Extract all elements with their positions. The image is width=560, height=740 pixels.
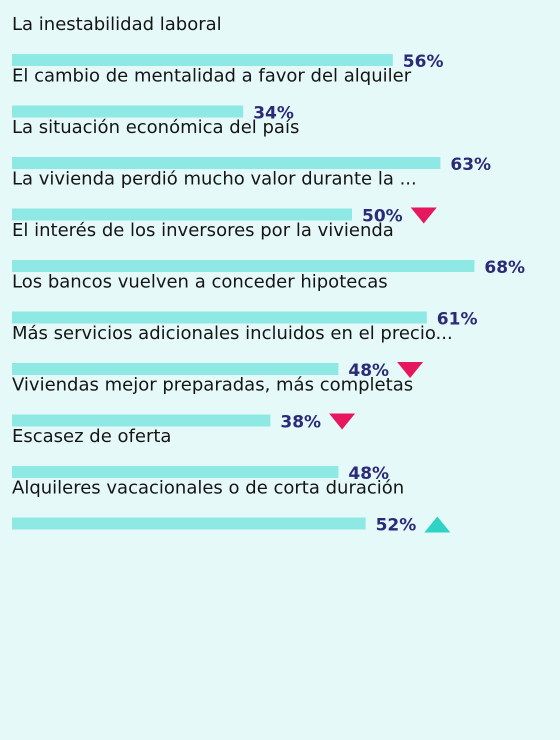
bar	[12, 311, 427, 324]
category-label: El interés de los inversores por la vivi…	[12, 220, 394, 241]
trend-arrow	[410, 207, 437, 224]
value-label: 56%	[403, 52, 444, 72]
value-label: 61%	[437, 310, 478, 330]
category-label: Viviendas mejor preparadas, más completa…	[12, 375, 413, 396]
bar	[12, 105, 244, 118]
bar	[12, 157, 441, 169]
value-label: 63%	[450, 155, 491, 175]
bar	[12, 517, 366, 530]
category-label: Escasez de oferta	[12, 426, 171, 447]
category-label: La vivienda perdió mucho valor durante l…	[12, 169, 417, 190]
trend-arrow	[424, 516, 451, 533]
bar	[12, 54, 393, 66]
value-label: 52%	[376, 516, 417, 536]
bar	[12, 414, 271, 427]
category-label: La inestabilidad laboral	[12, 14, 222, 35]
category-label: Alquileres vacacionales o de corta durac…	[12, 478, 404, 499]
bar	[12, 363, 339, 375]
value-label: 38%	[280, 413, 321, 433]
value-label: 50%	[362, 207, 403, 227]
trend-arrow	[397, 362, 424, 378]
category-label: Más servicios adicionales incluidos en e…	[12, 323, 453, 344]
bar	[12, 466, 339, 478]
category-label: El cambio de mentalidad a favor del alqu…	[12, 66, 412, 87]
bar	[12, 260, 475, 272]
trend-arrow	[329, 413, 356, 430]
value-label: 68%	[484, 258, 525, 278]
category-label: La situación económica del país	[12, 117, 299, 138]
category-label: Los bancos vuelven a conceder hipotecas	[12, 272, 388, 293]
bar	[12, 208, 352, 221]
value-label: 48%	[348, 464, 389, 484]
value-label: 34%	[253, 104, 294, 124]
value-label: 48%	[348, 361, 389, 381]
